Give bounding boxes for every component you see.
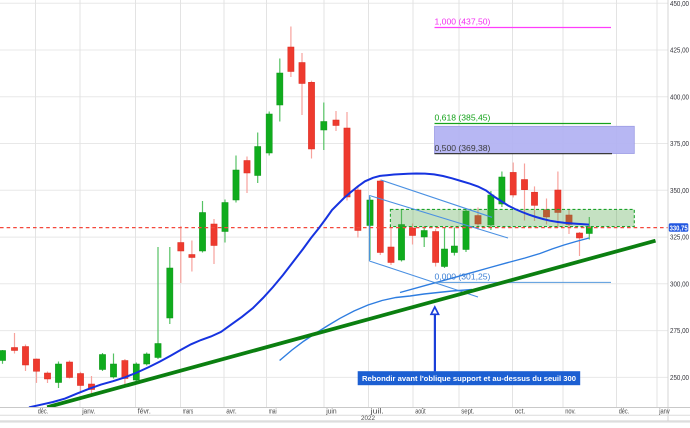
svg-text:nov.: nov. (565, 406, 576, 415)
svg-text:2022: 2022 (361, 415, 375, 422)
svg-text:0,618 (385,45): 0,618 (385,45) (435, 113, 491, 123)
svg-text:400,00: 400,00 (670, 92, 689, 101)
svg-text:330,75: 330,75 (670, 223, 688, 232)
svg-text:425,00: 425,00 (670, 46, 689, 55)
svg-text:août: août (415, 406, 426, 415)
svg-text:275,00: 275,00 (670, 326, 689, 335)
svg-text:375,00: 375,00 (670, 139, 689, 148)
svg-text:1,000 (437,50): 1,000 (437,50) (435, 17, 491, 27)
svg-text:mai: mai (269, 406, 277, 415)
svg-text:avr.: avr. (226, 406, 237, 415)
svg-text:juil.: juil. (369, 406, 383, 415)
svg-text:oct.: oct. (515, 406, 526, 415)
svg-text:450,00: 450,00 (670, 0, 689, 8)
svg-text:Rebondir avant l'oblique suppo: Rebondir avant l'oblique support et au-d… (362, 374, 576, 383)
svg-text:janv: janv (658, 406, 670, 415)
svg-text:déc.: déc. (619, 406, 630, 415)
svg-text:sept.: sept. (461, 406, 474, 415)
svg-text:300,00: 300,00 (670, 279, 689, 288)
svg-text:250,00: 250,00 (670, 373, 689, 382)
svg-text:janv.: janv. (81, 406, 95, 415)
svg-text:déc.: déc. (38, 406, 49, 415)
svg-text:350,00: 350,00 (670, 186, 689, 195)
svg-text:mars: mars (183, 406, 194, 415)
svg-text:juin: juin (325, 406, 336, 415)
svg-text:0,500 (369,38): 0,500 (369,38) (435, 143, 491, 153)
svg-text:0,000 (301,25): 0,000 (301,25) (435, 271, 491, 281)
svg-text:févr.: févr. (138, 406, 151, 415)
svg-text:325,00: 325,00 (670, 233, 689, 242)
